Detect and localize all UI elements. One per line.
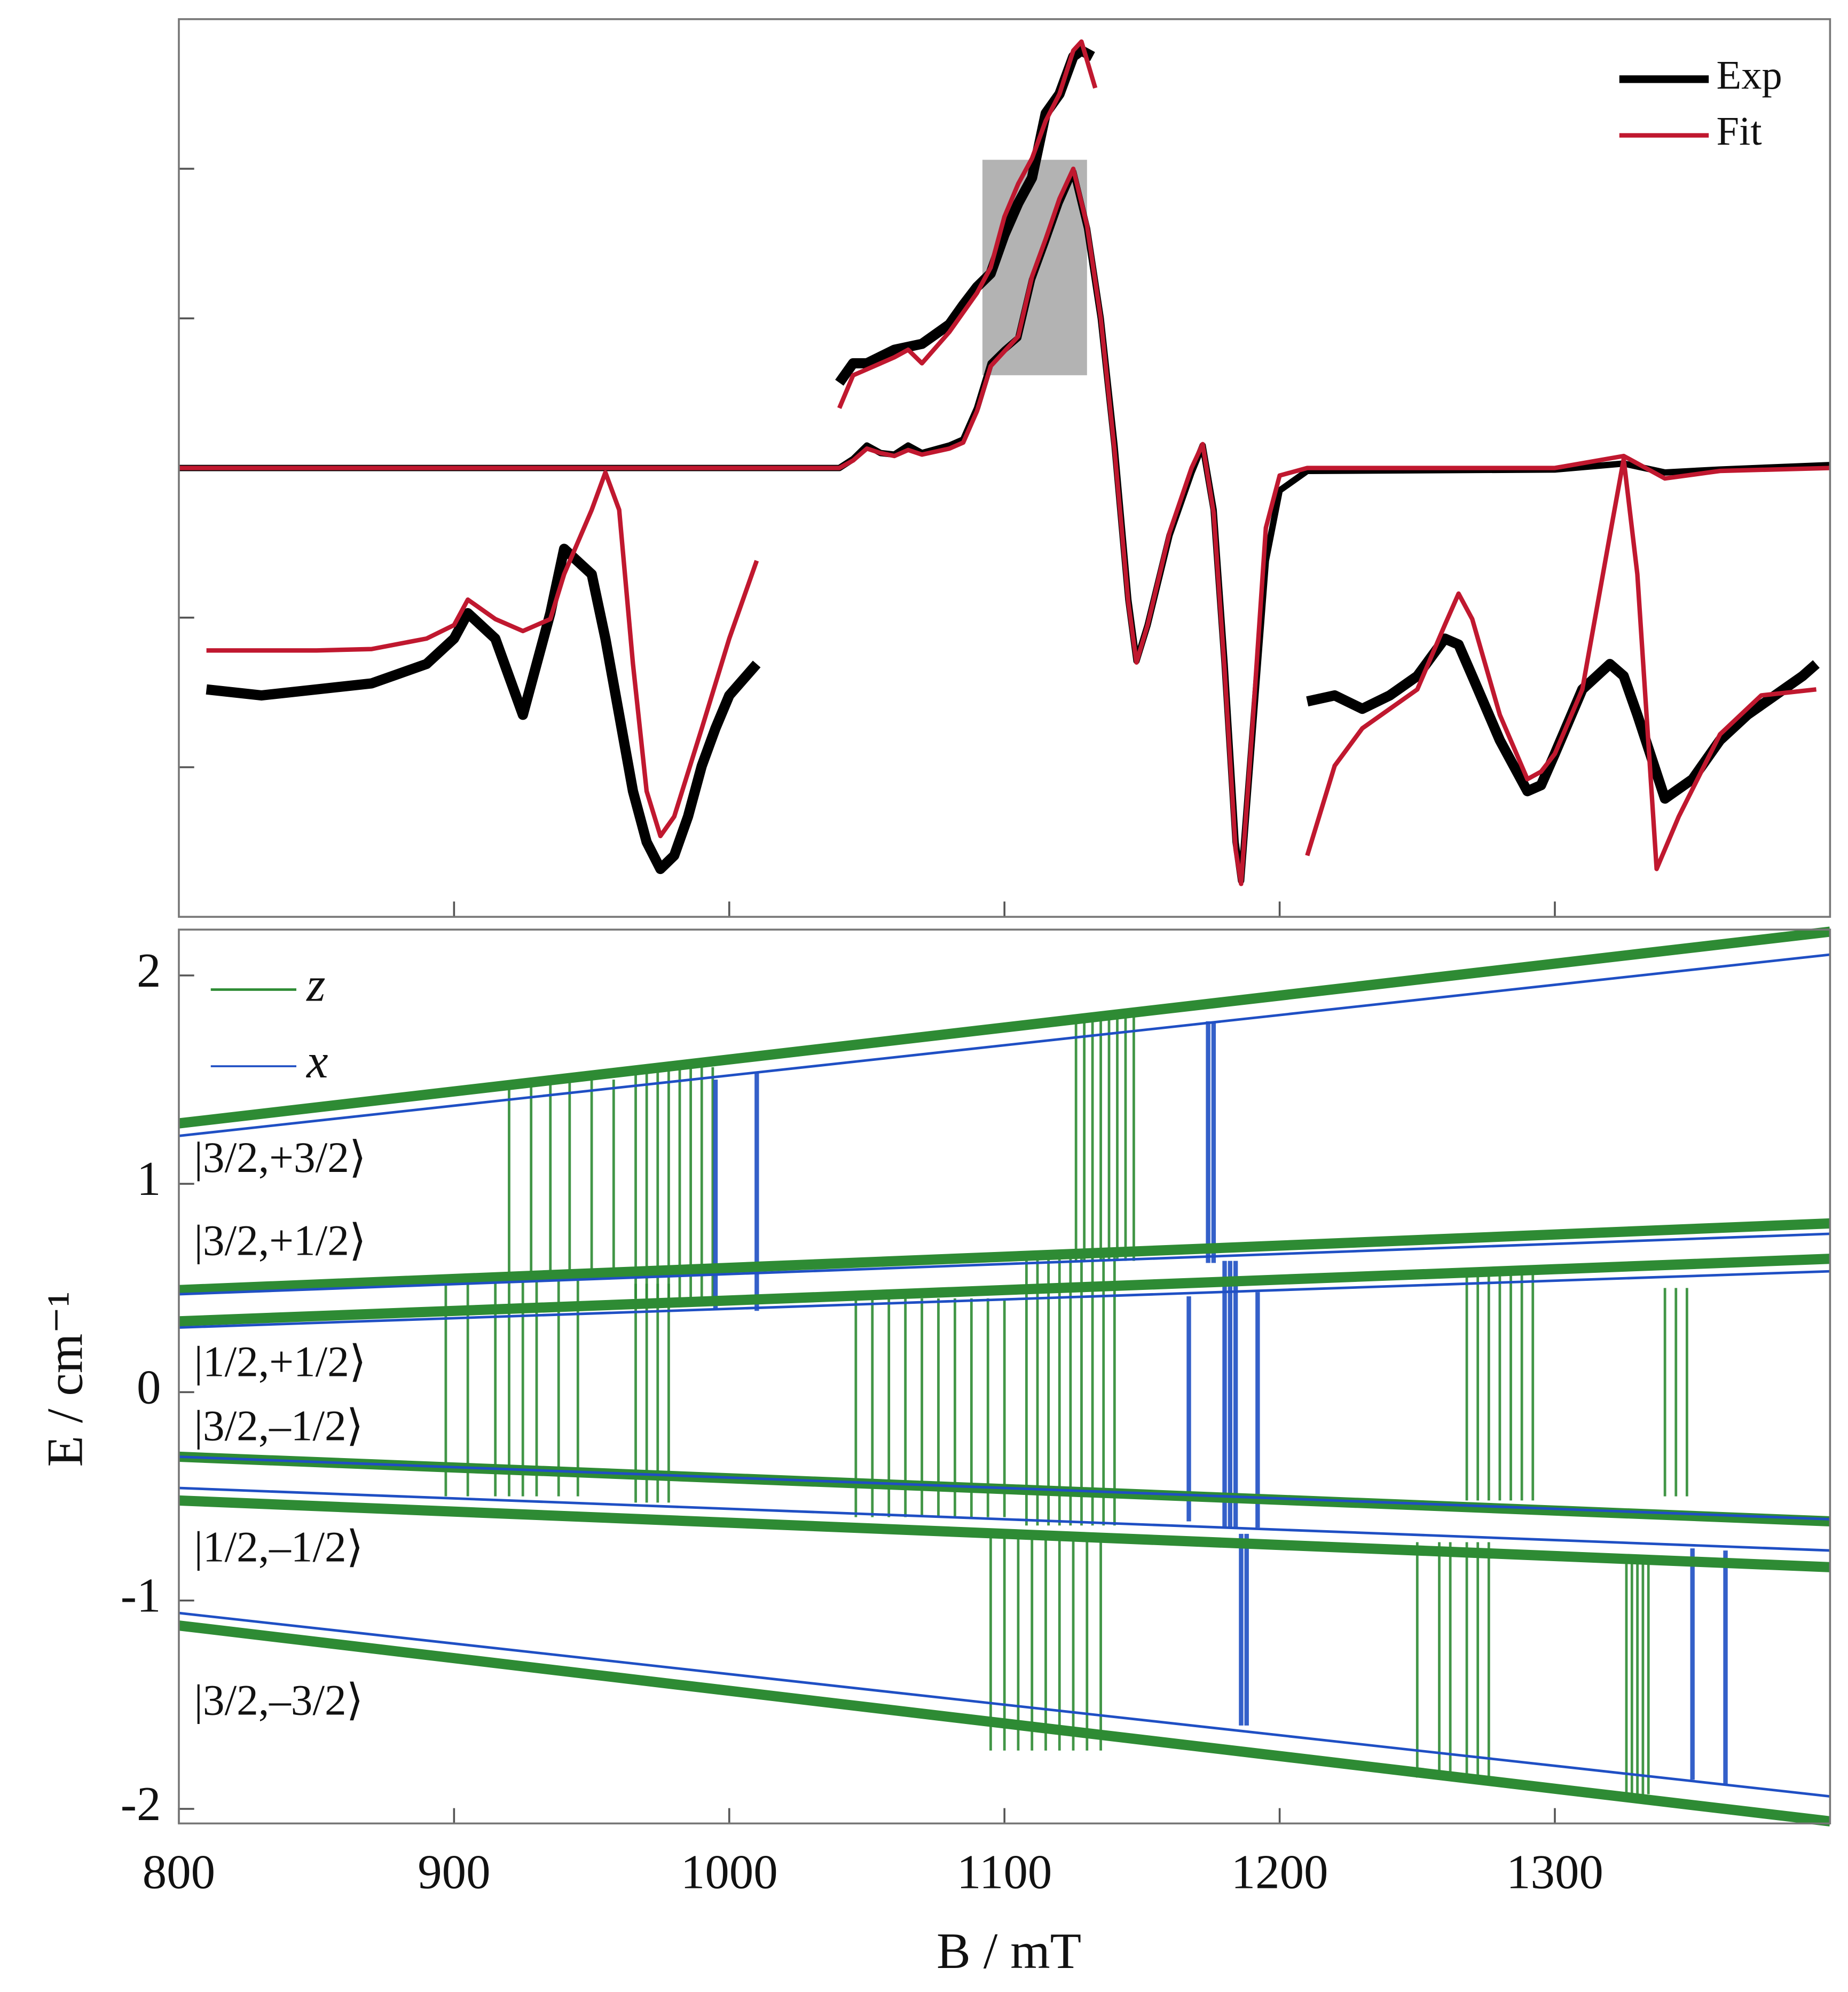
series-line	[1305, 456, 1817, 871]
series-line	[206, 470, 759, 839]
series-line	[837, 39, 1098, 409]
energy-level	[178, 1218, 1830, 1295]
energy-level	[178, 1254, 1830, 1327]
y-tick-label: 0	[137, 1360, 161, 1414]
series-line	[206, 544, 761, 875]
energy-level	[178, 1486, 1830, 1552]
legend-label: z	[305, 957, 325, 1011]
x-tick-label: 1000	[681, 1845, 778, 1899]
x-tick-label: 1200	[1231, 1845, 1328, 1899]
state-label: |1/2,–1/2⟩	[194, 1523, 364, 1571]
state-label: |3/2,+1/2⟩	[194, 1217, 366, 1265]
y-tick-label: 2	[137, 943, 161, 997]
energy-level	[178, 953, 1830, 1137]
state-label: |3/2,–1/2⟩	[194, 1402, 364, 1450]
energy-level	[178, 1611, 1830, 1798]
energy-level	[178, 1495, 1830, 1572]
plot-frame	[178, 18, 1831, 918]
series-line	[178, 166, 1830, 886]
plot-frame	[178, 928, 1831, 1825]
legend-label: x	[305, 1034, 328, 1088]
state-label: |3/2,+3/2⟩	[194, 1133, 366, 1182]
x-tick-label: 800	[143, 1845, 215, 1899]
energy-level	[178, 1232, 1830, 1296]
y-tick-label: 1	[137, 1152, 161, 1206]
energy-level	[178, 1455, 1830, 1521]
y-tick-label: -1	[121, 1569, 161, 1623]
x-tick-label: 1300	[1506, 1845, 1603, 1899]
state-label: |3/2,–3/2⟩	[194, 1676, 364, 1725]
legend-label: Exp	[1717, 52, 1782, 98]
energy-level	[178, 926, 1831, 1129]
x-tick-label: 900	[418, 1845, 490, 1899]
x-tick-label: 1100	[957, 1845, 1052, 1899]
y-tick-label: -2	[121, 1777, 161, 1831]
energy-level	[178, 1620, 1831, 1826]
y-axis-label: E / cm⁻¹	[37, 1292, 93, 1467]
legend-label: Fit	[1717, 108, 1762, 154]
x-axis-label: B / mT	[937, 1923, 1081, 1979]
energy-level	[178, 1270, 1830, 1329]
state-label: |1/2,+1/2⟩	[194, 1338, 366, 1386]
